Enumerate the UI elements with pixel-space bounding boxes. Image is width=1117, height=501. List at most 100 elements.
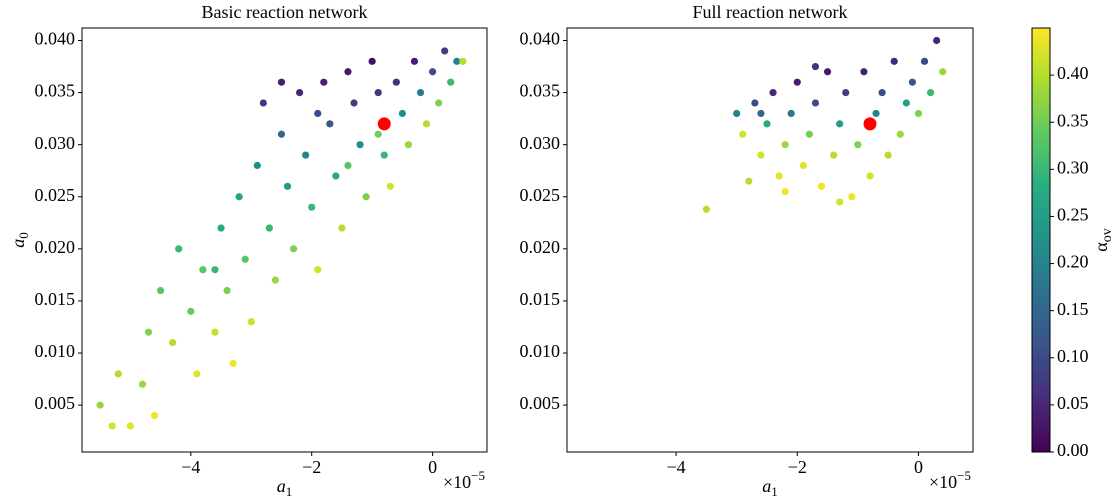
x-axis-label-main: a [762, 476, 771, 496]
scatter-point [447, 78, 455, 86]
colorbar-tick-label: 0.15 [1057, 299, 1089, 319]
scatter-point [314, 266, 322, 274]
scatter-point [435, 99, 443, 107]
y-tick-label: 0.030 [520, 133, 561, 153]
x-axis-label: a1 [762, 476, 778, 499]
colorbar-tick-label: 0.20 [1057, 252, 1089, 272]
colorbar-tick-label: 0.40 [1057, 63, 1089, 83]
scatter-point [356, 141, 364, 149]
y-tick-label: 0.025 [35, 185, 76, 205]
y-tick-label: 0.020 [520, 237, 561, 257]
scatter-point [386, 182, 394, 190]
y-axis-label: a0 [8, 232, 31, 248]
colorbar [1031, 27, 1051, 453]
scatter-point [775, 172, 783, 180]
scatter-point [817, 182, 826, 190]
y-tick-label: 0.015 [35, 289, 76, 309]
x-offset-sup: −5 [471, 468, 485, 483]
scatter-point [265, 224, 273, 232]
scatter-point [848, 193, 856, 201]
scatter-point [757, 151, 765, 159]
scatter-point [314, 109, 322, 118]
y-tick-label: 0.015 [520, 289, 561, 309]
scatter-point [126, 422, 134, 430]
scatter-point [296, 88, 304, 97]
scatter-point [392, 78, 400, 86]
y-tick-label: 0.040 [520, 29, 561, 49]
scatter-point [854, 141, 862, 149]
scatter-point [933, 36, 941, 45]
scatter-point [902, 99, 910, 107]
scatter-point [890, 57, 898, 65]
scatter-point [896, 130, 904, 138]
x-axis-label-main: a [277, 476, 286, 496]
y-tick-label: 0.035 [520, 81, 561, 101]
scatter-point [769, 88, 777, 97]
x-axis-label: a1 [277, 476, 293, 499]
scatter-point [374, 130, 382, 138]
x-tick-label: 0 [914, 457, 923, 477]
scatter-point [745, 177, 753, 185]
scatter-point [247, 318, 255, 326]
scatter-point [733, 109, 741, 118]
plot-frame [81, 27, 488, 453]
scatter-point [878, 88, 886, 97]
scatter-point [223, 286, 231, 295]
scatter-point [302, 151, 310, 159]
y-tick-label: 0.010 [35, 341, 76, 361]
scatter-point [229, 359, 237, 368]
scatter-point [344, 161, 352, 170]
y-tick-label: 0.005 [35, 393, 76, 413]
scatter-point [283, 182, 292, 190]
scatter-point [751, 99, 759, 107]
x-axis-label-sub: 1 [771, 484, 778, 499]
scatter-point [96, 401, 104, 409]
colorbar-label: αov [1091, 228, 1115, 251]
x-offset-label: ×10−5 [929, 468, 971, 492]
scatter-point [277, 130, 286, 138]
x-offset-sup: −5 [957, 468, 971, 483]
colorbar-tick-label: 0.05 [1057, 393, 1089, 413]
scatter-point [368, 57, 376, 65]
scatter-point [199, 266, 207, 274]
scatter-point [211, 266, 219, 274]
scatter-point [781, 141, 789, 149]
scatter-point [441, 47, 449, 55]
scatter-point [350, 99, 358, 107]
colorbar-tick-label: 0.35 [1057, 110, 1089, 130]
colorbar-tick-label: 0.30 [1057, 157, 1089, 177]
scatter-point [241, 255, 249, 263]
scatter-point [811, 62, 820, 71]
x-tick-label: −2 [788, 457, 807, 477]
scatter-point [914, 109, 923, 118]
scatter-point [138, 380, 147, 388]
scatter-point [908, 78, 917, 86]
plot-title: Basic reaction network [202, 2, 368, 22]
scatter-point [320, 78, 328, 86]
x-axis-label-sub: 1 [286, 484, 293, 499]
plot-title: Full reaction network [693, 2, 848, 22]
scatter-point [374, 88, 382, 97]
x-offset-label: ×10−5 [443, 468, 485, 492]
y-tick-label: 0.035 [35, 81, 76, 101]
scatter-point [187, 307, 195, 315]
scatter-point [920, 57, 929, 65]
scatter-point [175, 245, 183, 253]
scatter-point [422, 120, 431, 128]
scatter-point [326, 120, 334, 128]
scatter-point [253, 161, 261, 170]
x-tick-label: −4 [181, 457, 200, 477]
scatter-point [842, 88, 850, 97]
scatter-point [823, 68, 832, 76]
scatter-point [271, 276, 280, 284]
scatter-point [830, 151, 838, 159]
scatter-point [757, 109, 765, 118]
scatter-point [793, 78, 801, 86]
scatter-point [338, 224, 346, 232]
scatter-point [144, 328, 153, 336]
scatter-point [156, 286, 165, 295]
scatter-point [217, 224, 225, 232]
scatter-point [811, 99, 820, 107]
scatter-point [836, 198, 844, 206]
